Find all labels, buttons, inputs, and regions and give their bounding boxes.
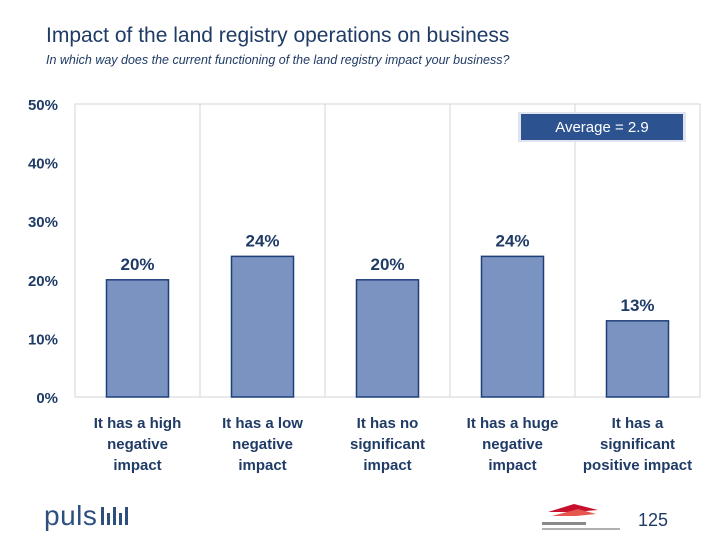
x-tick-label-line: negative <box>107 436 168 453</box>
y-tick-label: 50% <box>28 97 58 114</box>
x-tick-label-line: It has a <box>612 415 664 432</box>
bar <box>605 320 670 398</box>
bar <box>355 279 420 398</box>
x-tick-label: It has a low negative impact <box>222 415 303 474</box>
x-tick-label-line: negative <box>482 436 543 453</box>
x-tick-label-line: impact <box>488 457 536 474</box>
data-label: 24% <box>245 231 279 250</box>
x-tick-label-line: significant <box>350 436 425 453</box>
annotation-text: Average = 2.9 <box>555 119 649 136</box>
x-tick-label: It has a high negative impact <box>94 415 182 474</box>
x-tick-label: It has a significant positive impact <box>583 415 692 474</box>
bar <box>230 255 295 398</box>
data-label: 24% <box>495 231 529 250</box>
bar <box>480 255 545 398</box>
y-tick-label: 10% <box>28 331 58 348</box>
y-tick-label: 40% <box>28 156 58 173</box>
puls-logo-text: puls <box>44 500 98 531</box>
annotation-box <box>521 114 683 140</box>
x-tick-label-line: It has a high <box>94 415 182 432</box>
puls-bars-icon <box>101 500 131 532</box>
x-tick-label-line: impact <box>113 457 161 474</box>
y-tick-label: 20% <box>28 273 58 290</box>
page-subtitle: In which way does the current functionin… <box>46 53 510 67</box>
bar <box>105 279 170 398</box>
x-tick-label-line: significant <box>600 436 675 453</box>
x-tick-label: It has no significant impact <box>350 415 425 474</box>
data-label: 13% <box>620 296 654 315</box>
y-tick-label: 30% <box>28 214 58 231</box>
data-label: 20% <box>120 255 154 274</box>
x-tick-label-line: It has no <box>357 415 419 432</box>
page-number: 125 <box>638 510 669 530</box>
y-tick-label: 0% <box>36 390 58 407</box>
bosnia-real-estate-logo-icon <box>542 504 620 530</box>
bar-chart: 0% 10% 20% 30% 40% 50% 20% It has a high negativ… <box>28 97 701 474</box>
x-tick-label-line: impact <box>363 457 411 474</box>
x-tick-label: It has a huge negative impact <box>467 415 559 474</box>
data-label: 20% <box>370 255 404 274</box>
puls-logo: puls <box>44 500 131 532</box>
x-tick-label-line: impact <box>238 457 286 474</box>
x-tick-label-line: It has a low <box>222 415 303 432</box>
x-tick-label-line: negative <box>232 436 293 453</box>
page-title: Impact of the land registry operations o… <box>46 24 510 47</box>
x-tick-label-line: positive impact <box>583 457 692 474</box>
x-tick-label-line: It has a huge <box>467 415 559 432</box>
